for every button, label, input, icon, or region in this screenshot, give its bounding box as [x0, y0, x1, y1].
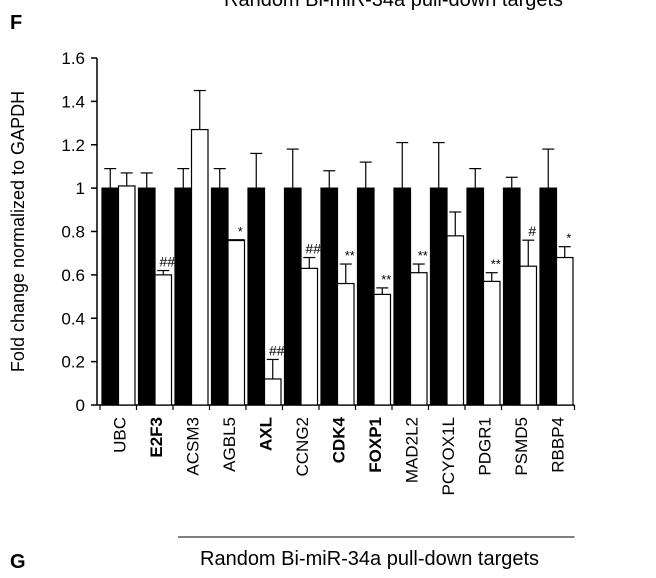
y-tick-label: 0.4	[61, 309, 85, 328]
significance-label: ##	[269, 342, 285, 358]
x-tick-label: CCNG2	[293, 417, 312, 477]
y-tick-label: 0.6	[61, 266, 85, 285]
significance-label: **	[491, 257, 501, 272]
bar-control	[320, 187, 339, 406]
y-tick-label: 0	[76, 396, 85, 415]
significance-label: **	[345, 248, 355, 263]
bar-treated	[446, 235, 465, 406]
y-tick-label: 1.4	[61, 92, 85, 111]
significance-label: **	[418, 248, 428, 263]
panel-label-g: G	[10, 551, 26, 573]
y-tick-label: 1.6	[61, 49, 85, 68]
bar-treated	[190, 128, 209, 406]
bar-control	[393, 187, 412, 406]
y-axis-label: Fold change normalized to GAPDH	[8, 91, 28, 372]
significance-label: ##	[159, 254, 175, 270]
x-tick-label: PSMD5	[512, 417, 531, 476]
significance-label: *	[238, 224, 243, 239]
bar-treated	[227, 239, 246, 406]
y-tick-label: 0.2	[61, 353, 85, 372]
bar-treated	[373, 293, 392, 406]
x-tick-label: E2F3	[147, 417, 166, 458]
panel-label-f: F	[10, 12, 23, 34]
significance-label: *	[566, 231, 571, 246]
x-tick-label: ACSM3	[183, 417, 202, 476]
bar-control	[429, 187, 448, 406]
x-tick-label: AGBL5	[220, 417, 239, 472]
bar-treated	[154, 274, 173, 406]
bar-treated	[300, 267, 319, 406]
bar-control	[539, 187, 558, 406]
bar-treated	[519, 265, 538, 406]
y-tick-label: 1	[76, 179, 85, 198]
x-tick-label: AXL	[256, 417, 275, 451]
bar-treated	[409, 272, 428, 406]
x-tick-label: RBBP4	[548, 417, 567, 473]
x-tick-label: PCYOX1L	[439, 417, 458, 495]
bar-control	[283, 187, 302, 406]
significance-label: #	[528, 223, 536, 239]
bar-control	[247, 187, 266, 406]
x-tick-label: CDK4	[329, 416, 348, 463]
x-tick-label: PDGR1	[475, 417, 494, 476]
x-tick-label: MAD2L2	[402, 417, 421, 483]
bar-control	[466, 187, 485, 406]
y-tick-label: 1.2	[61, 136, 85, 155]
bar-control	[101, 187, 120, 406]
bar-treated	[117, 185, 136, 406]
bar-control	[210, 187, 229, 406]
x-axis-title: Random Bi-miR-34a pull-down targets	[200, 548, 540, 570]
significance-label: **	[381, 272, 391, 287]
bar-control	[137, 187, 156, 406]
bar-control	[502, 187, 521, 406]
bar-treated	[263, 378, 282, 406]
bar-treated	[336, 282, 355, 406]
x-tick-label: UBC	[110, 417, 129, 453]
bar-treated	[482, 280, 501, 406]
bar-control	[174, 187, 193, 406]
chart-title: Random Bi-miR-34a pull-down targets	[224, 0, 564, 11]
bar-control	[356, 187, 375, 406]
significance-label: ##	[305, 241, 321, 257]
y-tick-label: 0.8	[61, 223, 85, 242]
bar-treated	[555, 256, 574, 406]
x-tick-label: FOXP1	[366, 417, 385, 473]
